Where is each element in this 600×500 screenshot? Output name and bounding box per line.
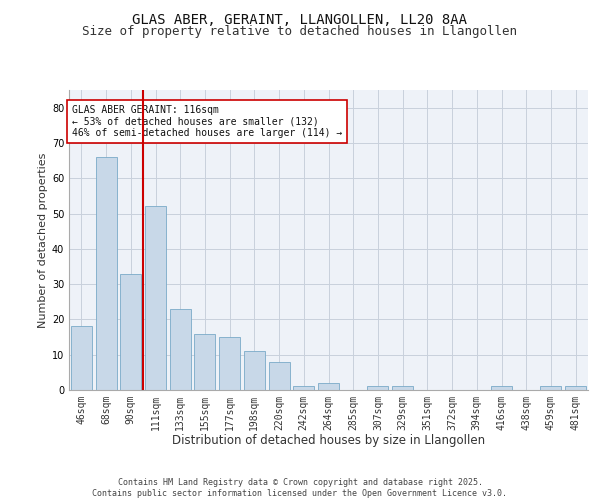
Bar xyxy=(120,274,141,390)
Bar xyxy=(170,309,191,390)
Text: GLAS ABER, GERAINT, LLANGOLLEN, LL20 8AA: GLAS ABER, GERAINT, LLANGOLLEN, LL20 8AA xyxy=(133,12,467,26)
Text: Contains HM Land Registry data © Crown copyright and database right 2025.
Contai: Contains HM Land Registry data © Crown c… xyxy=(92,478,508,498)
Bar xyxy=(541,386,562,390)
Text: Size of property relative to detached houses in Llangollen: Size of property relative to detached ho… xyxy=(83,25,517,38)
Bar xyxy=(293,386,314,390)
Bar xyxy=(491,386,512,390)
Bar xyxy=(392,386,413,390)
Bar xyxy=(565,386,586,390)
Text: GLAS ABER GERAINT: 116sqm
← 53% of detached houses are smaller (132)
46% of semi: GLAS ABER GERAINT: 116sqm ← 53% of detac… xyxy=(71,105,342,138)
Bar xyxy=(367,386,388,390)
Bar xyxy=(95,157,116,390)
Bar xyxy=(71,326,92,390)
Bar xyxy=(269,362,290,390)
X-axis label: Distribution of detached houses by size in Llangollen: Distribution of detached houses by size … xyxy=(172,434,485,448)
Bar xyxy=(194,334,215,390)
Bar xyxy=(244,351,265,390)
Bar xyxy=(318,383,339,390)
Bar xyxy=(219,337,240,390)
Y-axis label: Number of detached properties: Number of detached properties xyxy=(38,152,47,328)
Bar xyxy=(145,206,166,390)
